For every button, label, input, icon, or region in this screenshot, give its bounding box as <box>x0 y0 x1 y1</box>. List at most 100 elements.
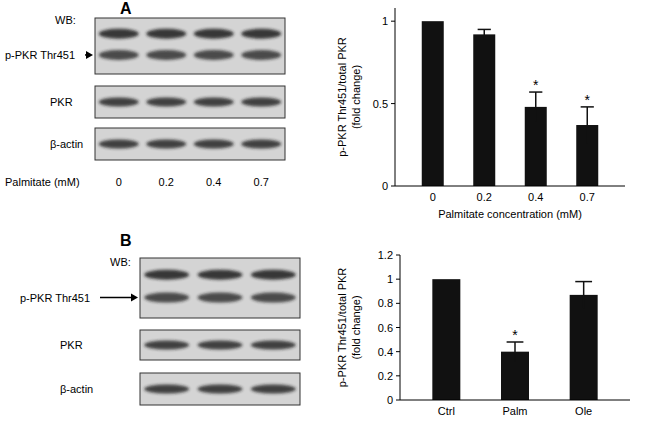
arrow-head <box>131 294 138 302</box>
y-tick-label: 1 <box>382 15 388 27</box>
blot-band <box>194 98 234 107</box>
panel-label: A <box>120 0 132 17</box>
wb-label: WB: <box>110 256 131 268</box>
bar <box>570 295 598 400</box>
arrow-head <box>86 51 93 59</box>
blot-row-label: PKR <box>60 339 83 351</box>
error-bar <box>581 107 594 143</box>
blot-strip <box>95 18 285 74</box>
plot-area <box>422 21 599 186</box>
blot-row-label: β-actin <box>50 138 83 150</box>
y-tick <box>391 186 395 187</box>
lane-label: 0.7 <box>254 176 269 188</box>
blot-row-label: p-PKR Thr451 <box>5 49 75 61</box>
significance-mark: * <box>512 327 518 343</box>
blot-band <box>144 341 189 350</box>
blot-band <box>198 341 243 350</box>
x-axis <box>400 400 630 401</box>
blot-band <box>144 385 189 394</box>
x-tick-label: 0.7 <box>580 191 595 203</box>
y-tick-label: 1 <box>387 273 393 285</box>
blot-band <box>241 140 281 149</box>
error-cap <box>575 281 592 283</box>
error-line <box>514 342 516 361</box>
error-bar <box>529 92 542 122</box>
blot-band <box>241 29 281 39</box>
blot-band <box>194 50 234 60</box>
blot-band <box>198 293 243 303</box>
bar-chart: 00.20.40.60.811.2CtrlPalmOlep-PKR Thr451… <box>336 249 630 417</box>
blot-band <box>198 270 243 280</box>
y-tick-label: 1.2 <box>378 249 393 261</box>
y-axis-label: p-PKR Thr451/total PKR(fold change) <box>336 268 362 388</box>
error-bar <box>575 282 592 309</box>
y-tick-label: 0 <box>382 180 388 192</box>
significance-mark: * <box>585 92 591 108</box>
x-tick-label: 0 <box>430 191 436 203</box>
blot-row-label: p-PKR Thr451 <box>20 292 90 304</box>
y-tick <box>396 400 400 401</box>
blot-band <box>146 140 186 149</box>
blot-band <box>251 341 296 350</box>
bar-chart: 00.5100.20.40.7Palmitate concentration (… <box>336 8 625 220</box>
y-tick <box>391 21 395 22</box>
error-bar <box>478 29 491 39</box>
x-tick-label: Palm <box>502 405 527 417</box>
blot-band <box>99 140 139 149</box>
blot-strip <box>140 258 300 318</box>
panel-label: B <box>120 232 132 249</box>
x-tick-label: Ctrl <box>438 405 455 417</box>
arrow-shaft <box>100 297 133 299</box>
y-tick <box>391 103 395 104</box>
bar <box>432 279 460 400</box>
y-tick <box>396 351 400 352</box>
x-tick-label: Ole <box>575 405 592 417</box>
figure: A WB: p-PKR Thr451 PKR β-actin Palmitate (mM)… <box>0 0 655 436</box>
y-tick <box>396 303 400 304</box>
y-axis-label-line: p-PKR Thr451/total PKR <box>336 37 348 157</box>
x-tick-label: 0.2 <box>477 191 492 203</box>
blot-band <box>241 98 281 107</box>
blot-band <box>198 385 243 394</box>
error-bar <box>507 342 524 361</box>
y-tick <box>396 375 400 376</box>
error-line <box>587 107 589 143</box>
y-axis-label: p-PKR Thr451/total PKR(fold change) <box>336 37 362 157</box>
blot-row-label: β-actin <box>60 383 93 395</box>
y-axis-label-line: (fold change) <box>350 65 362 129</box>
error-line <box>535 92 537 122</box>
y-tick-label: 0.6 <box>378 322 393 334</box>
error-line <box>484 29 486 39</box>
x-tick-label: 0.4 <box>528 191 543 203</box>
y-tick <box>396 255 400 256</box>
blot-band <box>251 270 296 280</box>
lane-label: 0.2 <box>159 176 174 188</box>
blot-strip <box>95 128 285 160</box>
x-axis <box>395 186 625 187</box>
lane-label: 0 <box>116 176 122 188</box>
lane-label: 0.4 <box>206 176 221 188</box>
blot-strip <box>140 330 300 360</box>
western-blot: A WB: p-PKR Thr451 PKR β-actin Palmitate (mM)… <box>5 0 285 188</box>
blot-band <box>194 140 234 149</box>
y-tick <box>396 279 400 280</box>
lane-title: Palmitate (mM) <box>5 176 80 188</box>
y-axis <box>395 8 396 186</box>
wb-label: WB: <box>55 14 76 26</box>
bar <box>422 21 444 186</box>
blot-band <box>99 98 139 107</box>
y-tick-label: 0.2 <box>378 370 393 382</box>
blot-band <box>144 293 189 303</box>
blot-band <box>251 385 296 394</box>
error-cap <box>478 29 491 31</box>
y-tick-label: 0.8 <box>378 297 393 309</box>
blot-band <box>251 293 296 303</box>
blot-band <box>146 50 186 60</box>
blot-band <box>99 50 139 60</box>
blot-band <box>146 98 186 107</box>
blot-row-label: PKR <box>50 96 73 108</box>
blot-band <box>99 29 139 39</box>
y-tick-label: 0.4 <box>378 346 393 358</box>
blot-strip <box>95 86 285 118</box>
western-blot: B WB: p-PKR Thr451 PKR β-actin <box>20 232 300 405</box>
